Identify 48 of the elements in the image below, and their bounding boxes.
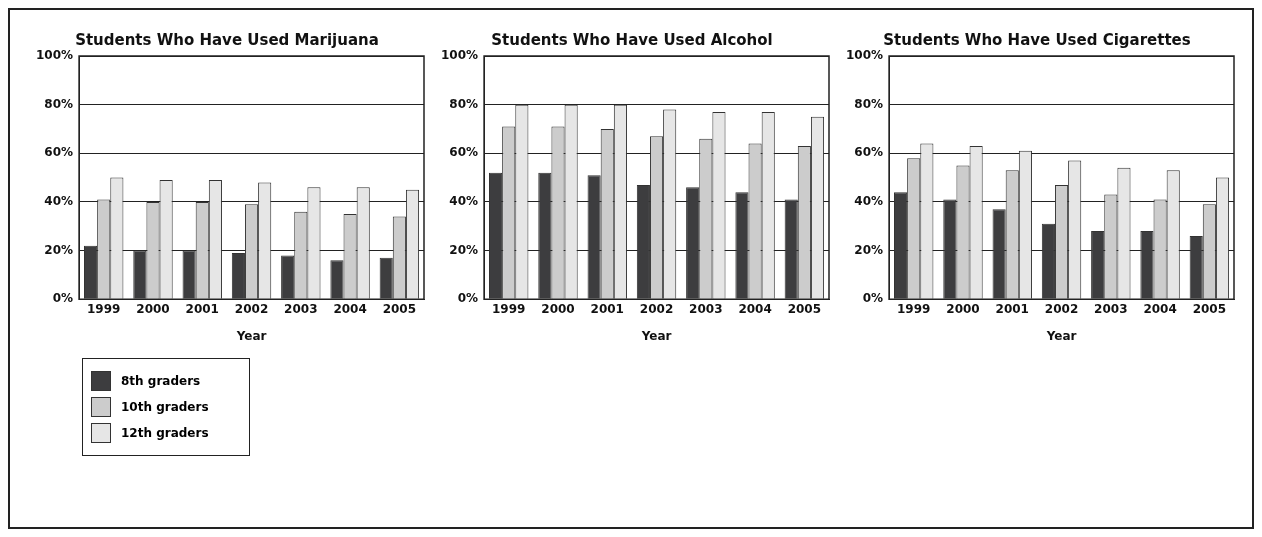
x-tick-label: 2000 [136, 301, 170, 316]
x-tick-label: 2004 [1143, 301, 1177, 316]
x-tick-label: 2005 [382, 301, 417, 316]
legend-label: 10th graders [121, 400, 209, 414]
y-tick-label: 40% [44, 194, 74, 209]
x-tick-label: 2002 [1044, 301, 1079, 316]
x-tick-label: 2004 [333, 301, 367, 316]
y-tick-label: 80% [449, 96, 479, 111]
x-tick-label: 2000 [946, 301, 980, 316]
y-tick-label: 100% [440, 48, 479, 63]
y-tick-label: 60% [854, 145, 884, 160]
x-tick-label: 2004 [738, 301, 772, 316]
x-tick-label: 2001 [590, 301, 624, 316]
x-tick-label: 2002 [639, 301, 674, 316]
y-tick-label: 60% [44, 145, 74, 160]
x-tick-label: 2005 [1192, 301, 1227, 316]
y-tick-label: 20% [44, 242, 74, 257]
chart-title: Students Who Have Used Marijuana [75, 30, 379, 49]
legend-label: 12th graders [121, 426, 209, 440]
y-tick-label: 20% [449, 242, 479, 257]
x-tick-label: 1999 [492, 301, 526, 316]
x-tick-label: 2000 [541, 301, 575, 316]
y-tick-label: 100% [35, 48, 74, 63]
x-tick-label: 2003 [689, 301, 723, 316]
y-tick-label: 40% [449, 194, 479, 209]
y-tick-label: 60% [449, 145, 479, 160]
x-tick-label: 1999 [897, 301, 931, 316]
y-tick-label: 0% [52, 291, 74, 306]
legend-label: 8th graders [121, 374, 201, 388]
y-tick-label: 40% [854, 194, 884, 209]
chart-title: Students Who Have Used Cigarettes [883, 30, 1191, 49]
x-tick-label: 1999 [87, 301, 121, 316]
y-tick-label: 0% [457, 291, 479, 306]
x-axis-title: Year [1045, 328, 1077, 343]
y-tick-label: 20% [854, 242, 884, 257]
y-tick-label: 100% [845, 48, 884, 63]
x-tick-label: 2002 [234, 301, 269, 316]
y-tick-label: 80% [44, 96, 74, 111]
y-tick-label: 80% [854, 96, 884, 111]
x-axis-title: Year [640, 328, 672, 343]
x-tick-label: 2005 [787, 301, 822, 316]
x-axis-title: Year [235, 328, 267, 343]
x-tick-label: 2001 [995, 301, 1029, 316]
x-tick-label: 2001 [185, 301, 219, 316]
x-tick-label: 2003 [284, 301, 318, 316]
chart-title: Students Who Have Used Alcohol [491, 30, 773, 49]
y-tick-label: 0% [862, 291, 884, 306]
x-tick-label: 2003 [1094, 301, 1128, 316]
